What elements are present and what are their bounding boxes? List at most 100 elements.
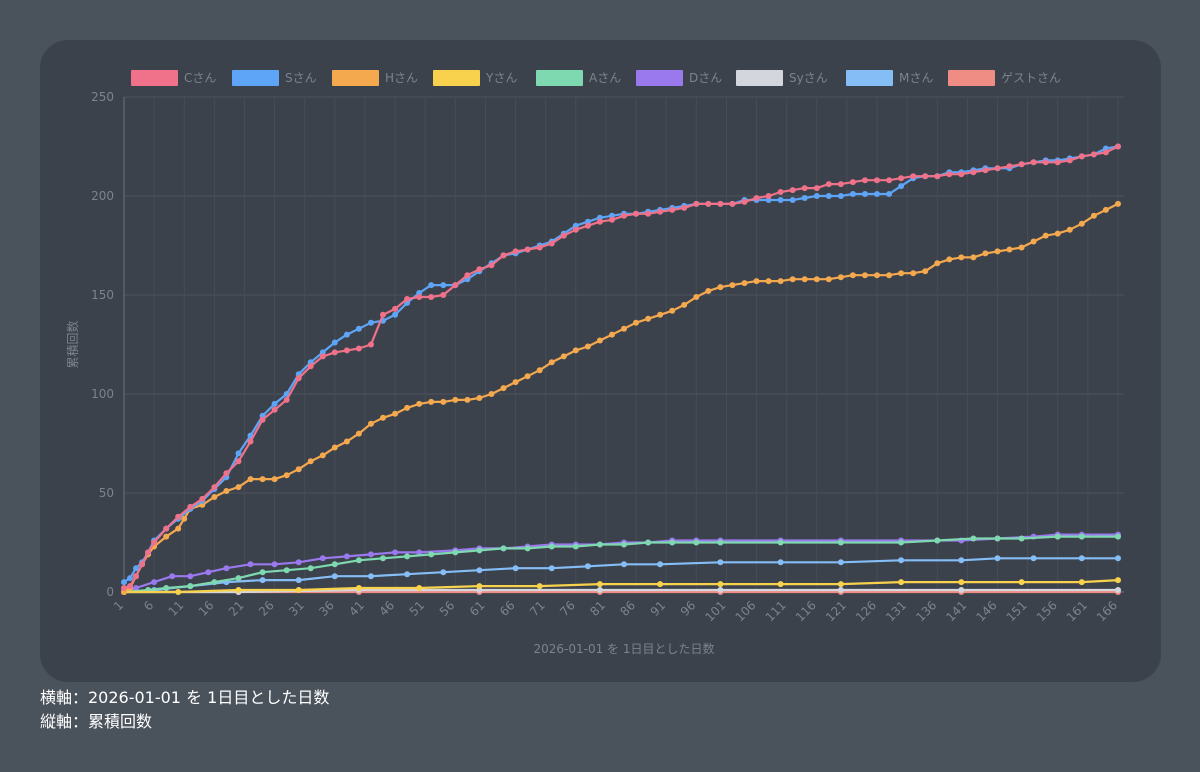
data-point [121,585,127,591]
data-point [621,541,627,548]
legend-swatch [636,70,683,86]
data-point [127,575,133,582]
data-point [368,341,374,348]
x-tick-label: 56 [437,598,458,619]
data-point [476,567,483,574]
data-point [500,385,507,392]
data-point [368,551,374,558]
data-point [1066,157,1073,164]
legend-swatch [846,70,893,86]
data-point [331,444,338,451]
data-point [512,248,519,255]
data-point [500,545,507,552]
data-point [223,565,230,572]
data-point [452,282,459,289]
data-point [1018,161,1025,168]
data-point [428,294,435,300]
data-point [934,260,941,267]
data-point [765,278,772,285]
data-point [187,583,194,590]
data-point [1054,533,1061,540]
data-point [837,181,844,188]
x-tick-label: 71 [527,598,548,619]
data-point [970,254,977,261]
data-point [464,396,471,403]
data-point [247,438,254,445]
data-point [994,555,1001,562]
data-point [596,581,603,588]
data-point [560,232,567,239]
data-point [283,472,290,479]
data-point [1030,159,1037,166]
legend-label: Sさん [285,71,317,85]
data-point [584,222,591,229]
data-point [669,307,676,314]
data-point [307,458,314,465]
data-point [777,197,784,203]
data-point [621,561,627,568]
series-line [123,145,1119,590]
data-point [572,226,579,233]
data-point [849,272,856,279]
data-point [1078,533,1085,540]
x-tick-label: 41 [346,598,367,619]
data-point [982,167,989,174]
data-point [181,515,188,522]
data-point [609,331,615,338]
data-point [1115,577,1121,584]
data-point [741,280,748,287]
data-point [958,557,965,564]
data-point [837,559,844,566]
data-point [886,191,893,197]
data-point [343,553,350,560]
data-point [717,284,724,291]
data-point [946,256,953,263]
data-point [958,171,965,178]
data-point [837,581,844,588]
data-point [355,585,362,591]
data-point [1078,220,1085,227]
data-point [205,569,212,576]
data-point [169,573,176,580]
data-point [319,555,326,562]
x-tick-label: 106 [733,598,759,624]
data-point [440,292,447,298]
x-tick-label: 116 [793,598,819,624]
data-point [1030,238,1037,245]
legend-label: Mさん [899,71,933,85]
data-point [331,561,338,568]
data-point [777,581,784,588]
data-point [127,583,133,590]
data-point [849,179,856,186]
data-point [1102,206,1109,213]
data-point [645,315,652,322]
data-point [958,579,965,586]
x-axis-caption: 横軸：2026-01-01 を 1日目とした日数 [40,688,330,707]
data-point [777,559,784,566]
y-tick-label: 50 [99,486,114,500]
data-point [886,177,893,184]
data-point [849,191,856,197]
x-tick-label: 136 [913,598,939,624]
data-point [789,276,796,283]
data-point [1090,212,1097,219]
data-point [331,349,338,356]
data-point [898,539,905,546]
data-point [524,373,531,380]
data-point [837,539,844,546]
data-point [524,545,531,552]
data-point [259,577,266,584]
data-point [133,565,139,572]
data-point [283,567,290,574]
data-point [380,311,386,318]
data-point [862,272,868,279]
data-point [416,549,423,556]
data-point [825,181,832,188]
data-point [994,535,1001,542]
data-point [1115,533,1121,540]
data-point [343,331,350,338]
data-point [488,391,495,397]
data-point [151,539,158,546]
data-point [1006,246,1013,253]
legend-label: ゲストさん [1001,71,1061,85]
